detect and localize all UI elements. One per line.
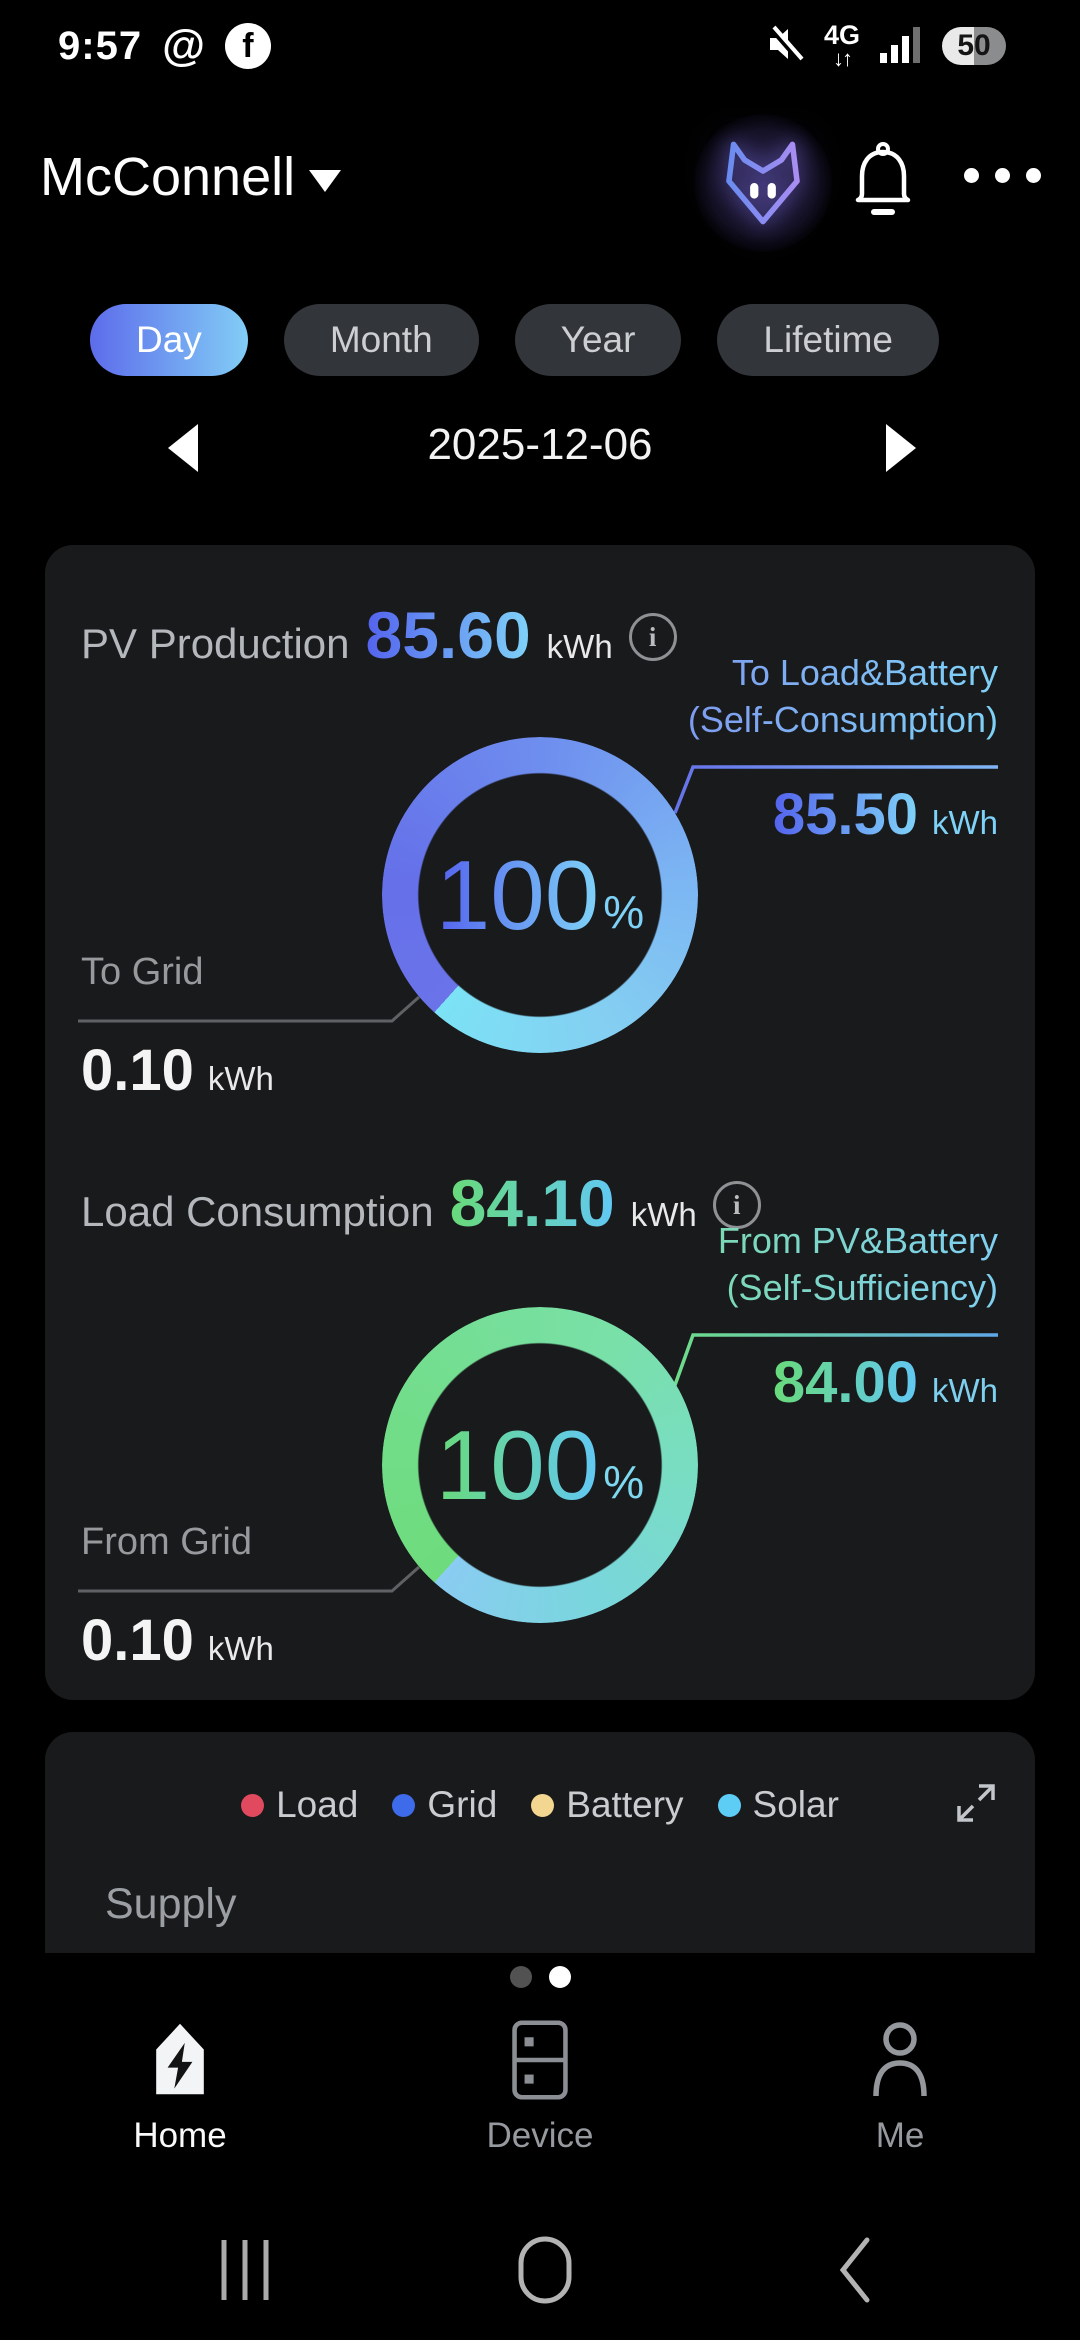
to-grid-label: To Grid bbox=[81, 951, 204, 993]
pv-percent: 100 bbox=[435, 839, 600, 950]
page-dot-active[interactable] bbox=[548, 1966, 571, 1988]
energy-summary-card: PV Production 85.60 kWh i To Load&Batter… bbox=[45, 545, 1035, 1700]
tab-lifetime[interactable]: Lifetime bbox=[717, 304, 939, 376]
self-sufficiency-value: 84.00 kWh bbox=[772, 1350, 998, 1415]
dot bbox=[964, 168, 979, 183]
home-button[interactable] bbox=[485, 2210, 605, 2330]
app-header: McConnell bbox=[0, 114, 1080, 252]
grid-color-dot bbox=[392, 1793, 416, 1817]
home-squircle-icon bbox=[518, 2236, 572, 2304]
network-type-indicator: 4G ↓↑ bbox=[823, 20, 860, 71]
load-percent: 100 bbox=[435, 1409, 600, 1520]
pv-production-value: 85.60 bbox=[365, 598, 531, 672]
person-icon bbox=[873, 2022, 927, 2097]
period-tabs: Day Month Year Lifetime bbox=[90, 304, 939, 376]
status-bar: 9:57 @ f 4G ↓↑ 50 bbox=[0, 0, 1080, 92]
donut-ring bbox=[382, 737, 698, 1053]
self-sufficiency-label: From PV&Battery (Self-Sufficiency) bbox=[718, 1217, 998, 1311]
back-button[interactable] bbox=[795, 2210, 915, 2330]
dot bbox=[1026, 168, 1041, 183]
supply-section-label: Supply bbox=[105, 1880, 237, 1928]
device-icon bbox=[512, 2020, 568, 2100]
previous-day-arrow[interactable] bbox=[168, 424, 198, 472]
signal-strength-icon bbox=[878, 23, 924, 70]
recents-icon bbox=[221, 2240, 269, 2300]
date-navigation: 2025-12-06 bbox=[0, 412, 1080, 482]
bottom-navigation: Home Device Me bbox=[0, 2020, 1080, 2180]
load-color-dot bbox=[241, 1793, 265, 1817]
info-icon[interactable]: i bbox=[712, 1181, 761, 1229]
nav-item-device[interactable]: Device bbox=[420, 2020, 660, 2156]
fox-icon bbox=[726, 141, 800, 225]
load-consumption-donut-chart: 100 % bbox=[382, 1307, 698, 1623]
expand-chart-button[interactable] bbox=[951, 1778, 999, 1831]
fox-glow bbox=[694, 114, 832, 252]
from-grid-value: 0.10 kWh bbox=[81, 1608, 274, 1673]
self-consumption-label: To Load&Battery (Self-Consumption) bbox=[688, 649, 998, 743]
site-selector[interactable]: McConnell bbox=[40, 146, 342, 208]
pv-production-header: PV Production 85.60 kWh i bbox=[81, 597, 677, 673]
battery-color-dot bbox=[531, 1793, 555, 1817]
back-chevron-icon bbox=[839, 2237, 870, 2303]
to-grid-value: 0.10 kWh bbox=[81, 1038, 274, 1103]
chevron-down-icon bbox=[309, 170, 342, 192]
load-consumption-header: Load Consumption 84.10 kWh i bbox=[81, 1165, 761, 1241]
legend-item-grid: Grid bbox=[392, 1784, 497, 1826]
dot bbox=[995, 168, 1010, 183]
android-navigation-bar bbox=[0, 2210, 1080, 2330]
legend-item-solar: Solar bbox=[717, 1784, 839, 1826]
next-day-arrow[interactable] bbox=[886, 424, 916, 472]
pv-production-label: PV Production bbox=[81, 620, 350, 667]
pv-production-donut-chart: 100 % bbox=[382, 737, 698, 1053]
fox-assistant-button[interactable] bbox=[694, 114, 832, 252]
legend-item-load: Load bbox=[241, 1784, 358, 1826]
clock: 9:57 bbox=[58, 23, 143, 68]
current-date: 2025-12-06 bbox=[427, 420, 653, 469]
tab-day[interactable]: Day bbox=[90, 304, 248, 376]
supply-chart-card: Load Grid Battery Solar Supply bbox=[45, 1732, 1035, 1953]
battery-indicator: 50 bbox=[942, 27, 1006, 65]
info-icon[interactable]: i bbox=[628, 613, 677, 661]
recents-button[interactable] bbox=[185, 2210, 305, 2330]
notification-at-icon: @ bbox=[162, 21, 205, 70]
nav-item-me[interactable]: Me bbox=[780, 2020, 1020, 2156]
notifications-button[interactable] bbox=[852, 142, 914, 225]
site-name: McConnell bbox=[40, 147, 296, 207]
load-consumption-label: Load Consumption bbox=[81, 1188, 434, 1235]
mute-icon bbox=[764, 23, 806, 70]
page-dot-inactive[interactable] bbox=[509, 1966, 532, 1988]
page-indicator bbox=[0, 1966, 1080, 1988]
load-consumption-value: 84.10 bbox=[449, 1166, 615, 1240]
home-icon bbox=[156, 2023, 204, 2095]
fullscreen-icon bbox=[957, 1784, 995, 1822]
self-consumption-value: 85.50 kWh bbox=[772, 782, 998, 847]
tab-month[interactable]: Month bbox=[283, 304, 479, 376]
solar-color-dot bbox=[717, 1793, 741, 1817]
legend-item-battery: Battery bbox=[531, 1784, 684, 1826]
bell-icon bbox=[855, 142, 911, 215]
more-menu-button[interactable] bbox=[964, 168, 1041, 183]
donut-ring bbox=[382, 1307, 698, 1623]
nav-item-home[interactable]: Home bbox=[60, 2020, 300, 2156]
tab-year[interactable]: Year bbox=[514, 304, 682, 376]
from-grid-label: From Grid bbox=[81, 1521, 252, 1563]
chart-legend: Load Grid Battery Solar bbox=[45, 1784, 1035, 1826]
facebook-notification-icon: f bbox=[224, 23, 271, 69]
